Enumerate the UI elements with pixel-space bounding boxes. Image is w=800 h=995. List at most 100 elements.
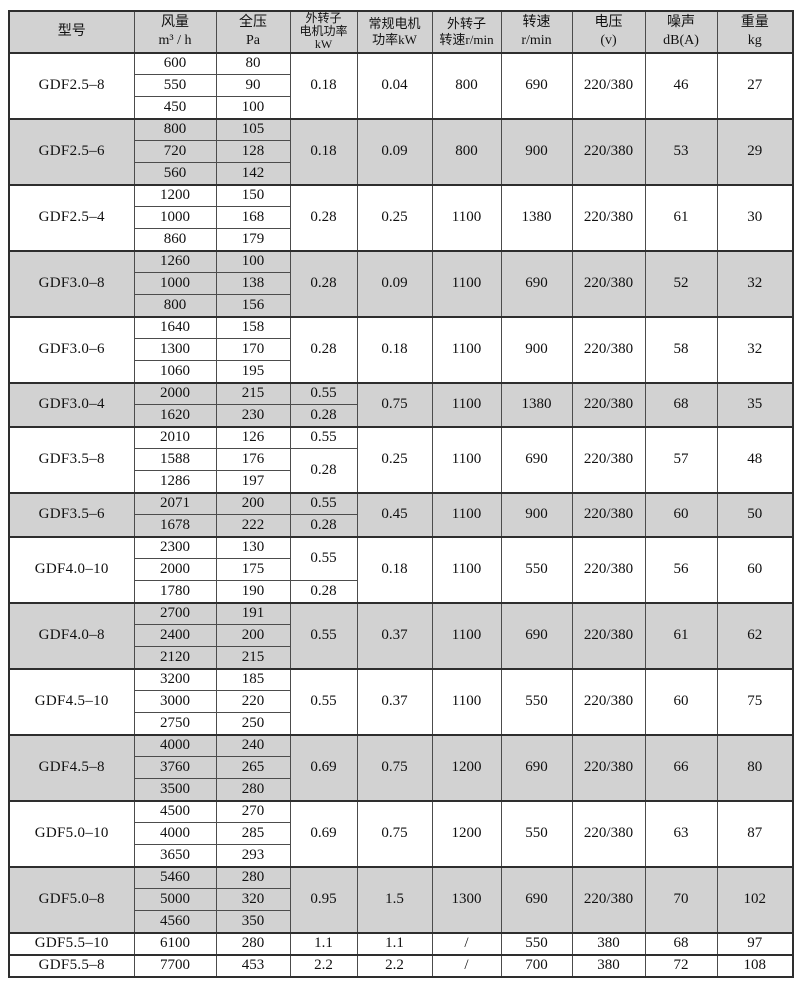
cell-weight: 30	[716, 183, 794, 252]
cell-std-power: 0.75	[356, 381, 433, 428]
header-line: 转速r/min	[439, 31, 494, 47]
cell-airflow: 1000	[133, 272, 217, 296]
header-line: 型号	[57, 24, 86, 40]
cell-model: GDF3.0–4	[8, 381, 135, 428]
cell-airflow: 5460	[133, 865, 217, 890]
cell-pressure: 175	[215, 558, 291, 582]
cell-airflow: 800	[133, 117, 217, 142]
table-row: GDF2.5–6 800 105 0.18 0.09 800 900 220/380 53 29	[8, 117, 794, 186]
table-row: 450 100	[9, 96, 793, 120]
table-row: 1286 197	[9, 470, 793, 494]
cell-voltage: 220/380	[571, 117, 646, 186]
cell-airflow: 4560	[133, 910, 217, 934]
col-header-speed: 转速 r/min	[500, 10, 573, 54]
cell-voltage: 380	[571, 931, 646, 956]
cell-rotor-power: 0.28	[289, 580, 358, 604]
table-row: GDF3.0–8 1260 100 0.28 0.09 1100 690 220/380 52 3…	[8, 249, 794, 318]
cell-voltage: 220/380	[571, 51, 646, 120]
header-line: 全压	[239, 15, 267, 31]
table-row: 4560 350	[9, 910, 793, 934]
cell-pressure: 138	[215, 272, 291, 296]
cell-std-power: 0.18	[356, 535, 433, 604]
cell-pressure: 250	[215, 712, 291, 736]
table-row: GDF2.5–4 1200 150 0.28 0.25 1100 1380 220/380 61…	[8, 183, 794, 252]
cell-speed: 550	[500, 931, 573, 956]
cell-voltage: 220/380	[571, 601, 646, 670]
cell-weight: 87	[716, 799, 794, 868]
table-row: GDF5.5–10 6100 280 1.1 1.1/550 380 68 97	[8, 931, 794, 956]
header-line: kW	[314, 37, 333, 52]
cell-noise: 60	[644, 667, 718, 736]
table-row: 550 90	[9, 74, 793, 98]
cell-speed: 700	[500, 953, 573, 978]
cell-pressure: 156	[215, 294, 291, 318]
table-row: GDF4.5–10 3200 185 0.55 0.37 1100 550 220/380 60…	[8, 667, 794, 736]
cell-std-power: 0.37	[356, 667, 433, 736]
cell-airflow: 2010	[133, 425, 217, 450]
table-body: GDF2.5–8 600 80 0.18 0.04 800 690 220/380 46 27 55…	[8, 51, 794, 978]
cell-weight: 80	[716, 733, 794, 802]
cell-model: GDF5.0–10	[8, 799, 135, 868]
table-row: GDF3.0–6 1640 158 0.28 0.18 1100 900 220/380 58 3…	[8, 315, 794, 384]
cell-pressure: 270	[215, 799, 291, 824]
cell-pressure: 150	[215, 183, 291, 208]
cell-noise: 57	[644, 425, 718, 494]
cell-speed: 550	[500, 799, 573, 868]
cell-speed: 690	[500, 249, 573, 318]
cell-pressure: 190	[215, 580, 291, 604]
cell-speed: 550	[500, 667, 573, 736]
header-line: r/min	[521, 32, 552, 48]
cell-pressure: 185	[215, 667, 291, 692]
cell-noise: 68	[644, 931, 718, 956]
cell-airflow: 2120	[133, 646, 217, 670]
cell-noise: 56	[644, 535, 718, 604]
cell-weight: 97	[716, 931, 794, 956]
table-row: 860 179	[9, 228, 793, 252]
table-row: 3760 265	[9, 756, 793, 780]
cell-weight: 108	[716, 953, 794, 978]
table-row: 3500 280	[9, 778, 793, 802]
cell-model: GDF3.0–6	[8, 315, 135, 384]
header-line: 重量	[740, 15, 769, 31]
table-row: GDF3.5–8 2010 126 0.55 0.25 1100 690 220/380 57 4…	[8, 425, 794, 494]
cell-pressure: 195	[215, 360, 291, 384]
cell-std-power: 1.1	[356, 931, 433, 956]
table-row: GDF5.0–8 5460 280 0.95 1.5 1300 690 220/380 70 10…	[8, 865, 794, 934]
cell-noise: 58	[644, 315, 718, 384]
cell-rotor-speed: 1100	[431, 535, 502, 604]
cell-pressure: 222	[215, 514, 291, 538]
cell-pressure: 350	[215, 910, 291, 934]
cell-model: GDF5.5–8	[8, 953, 135, 978]
cell-model: GDF4.0–10	[8, 535, 135, 604]
cell-rotor-power: 0.55	[289, 381, 358, 406]
cell-std-power: 0.45	[356, 491, 433, 538]
table-row: GDF2.5–8 600 80 0.18 0.04 800 690 220/380 46 27	[8, 51, 794, 120]
cell-pressure: 220	[215, 690, 291, 714]
cell-pressure: 265	[215, 756, 291, 780]
cell-rotor-power: 0.55	[289, 535, 358, 582]
cell-airflow: 1678	[133, 514, 217, 538]
cell-rotor-power: 0.28	[289, 514, 358, 538]
cell-weight: 50	[716, 491, 794, 538]
cell-rotor-speed: 1100	[431, 667, 502, 736]
cell-rotor-speed: 800	[431, 51, 502, 120]
table-row: 720 128	[9, 140, 793, 164]
cell-model: GDF2.5–6	[8, 117, 135, 186]
cell-model: GDF2.5–4	[8, 183, 135, 252]
cell-rotor-speed: 1100	[431, 491, 502, 538]
cell-airflow: 1588	[133, 448, 217, 472]
cell-std-power: 0.09	[356, 117, 433, 186]
cell-std-power: 0.25	[356, 183, 433, 252]
col-header-model: 型号	[8, 10, 135, 54]
cell-airflow: 2071	[133, 491, 217, 516]
table-row: GDF3.5–6 2071 200 0.55 0.45 1100 900 220/380 60 5…	[8, 491, 794, 538]
cell-airflow: 7700	[133, 953, 217, 978]
cell-airflow: 1286	[133, 470, 217, 494]
cell-weight: 48	[716, 425, 794, 494]
table-row: 1678 222 0.28	[9, 514, 793, 538]
cell-airflow: 5000	[133, 888, 217, 912]
cell-pressure: 293	[215, 844, 291, 868]
cell-voltage: 220/380	[571, 799, 646, 868]
cell-pressure: 215	[215, 381, 291, 406]
cell-pressure: 191	[215, 601, 291, 626]
